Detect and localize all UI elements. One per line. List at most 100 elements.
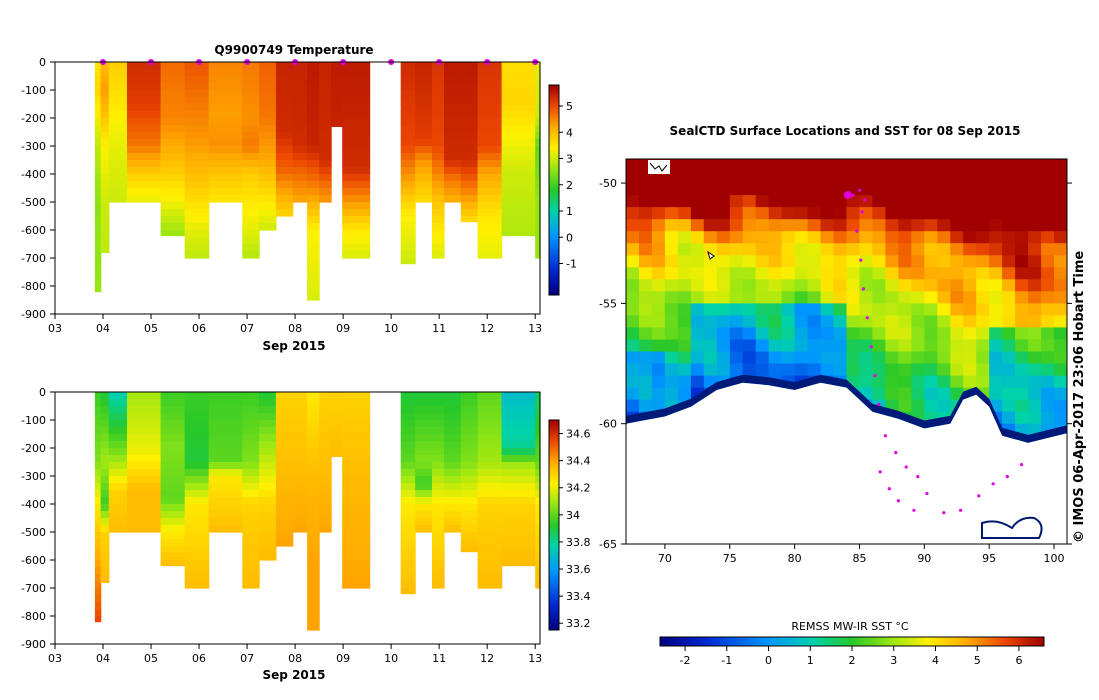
sst-cell [1002, 375, 1016, 389]
sst-cell [794, 327, 809, 340]
profile-cell [460, 90, 479, 98]
profile-cell [535, 167, 541, 175]
profile-cell [208, 76, 243, 84]
imos-credit: © IMOS 06-Apr-2017 23:06 Hobart Time [1072, 251, 1087, 543]
sst-cell [859, 303, 874, 316]
sst-cell [729, 279, 744, 292]
profile-cell [432, 504, 445, 512]
profile-cell [535, 511, 541, 519]
profile-cell [127, 525, 162, 533]
profile-cell [160, 490, 186, 498]
sst-cell [677, 363, 692, 377]
profile-cell [444, 469, 462, 477]
profile-cell [342, 90, 371, 98]
sst-cell [937, 171, 951, 184]
sst-cell [976, 351, 990, 365]
profile-cell [535, 518, 541, 526]
profile-cell [292, 160, 308, 168]
sst-cell [639, 183, 653, 196]
profile-cell [127, 167, 162, 175]
sst-cell [911, 303, 925, 316]
profile-cell [415, 111, 433, 119]
sst-cell [1028, 195, 1042, 208]
profile-cell [275, 504, 294, 512]
sst-cell [794, 267, 809, 280]
profile-cell [460, 104, 479, 112]
profile-cell [292, 511, 308, 519]
profile-cell [501, 153, 536, 161]
profile-cell [208, 111, 243, 119]
profile-cell [307, 258, 320, 266]
sst-cell [781, 315, 796, 328]
sst-cell [924, 327, 938, 340]
profile-cell [477, 209, 503, 217]
profile-cell [275, 483, 294, 491]
profile-cell [108, 392, 128, 400]
sst-cell [690, 351, 705, 365]
sst-cell [1002, 219, 1016, 232]
profile-cell [127, 160, 162, 168]
profile-cell [477, 223, 503, 231]
profile-cell [444, 518, 462, 526]
sst-cell [989, 351, 1003, 365]
profile-cell [331, 427, 343, 435]
profile-cell [319, 476, 332, 484]
profile-cell [184, 553, 210, 561]
profile-cell [331, 420, 343, 428]
map-axes: 70 75 80 85 90 95 100-50-55-60-65 [599, 177, 1072, 565]
profile-cell [108, 153, 128, 161]
profile-cell [100, 392, 110, 400]
sst-cell [937, 183, 951, 196]
profile-cell [342, 497, 371, 505]
profile-cell [259, 202, 277, 210]
profile-cell [501, 462, 536, 470]
profile-cell [108, 118, 128, 126]
profile-cell [342, 567, 371, 575]
profile-cell [242, 546, 260, 554]
sst-cell [820, 219, 835, 232]
profile-cell [319, 167, 332, 175]
profile-cell [477, 118, 503, 126]
track-point [860, 210, 864, 214]
sst-cell [989, 267, 1003, 280]
profile-cell [208, 441, 243, 449]
sst-cell [872, 267, 886, 280]
profile-cell [400, 567, 416, 575]
profile-cell [331, 76, 343, 84]
sst-cell [1028, 219, 1042, 232]
y-tick-label: 0 [39, 56, 46, 69]
profile-cell [432, 118, 445, 126]
profile-cell [460, 216, 479, 223]
sst-cell [794, 351, 809, 365]
profile-cell [160, 139, 186, 147]
profile-cell [432, 160, 445, 168]
sst-cell [755, 351, 770, 365]
island-ice [981, 516, 1043, 539]
profile-cell [460, 139, 479, 147]
profile-cell [501, 434, 536, 442]
profile-cell [127, 504, 162, 512]
sst-cell [976, 219, 990, 232]
profile-cell [259, 392, 277, 400]
y-tick-label: 0 [39, 386, 46, 399]
profile-cell [501, 146, 536, 154]
y-tick-label: -400 [21, 498, 46, 511]
sst-cell [963, 303, 977, 316]
sst-cell [976, 375, 990, 389]
y-tick-label: -500 [21, 196, 46, 209]
profile-cell [400, 69, 416, 77]
sst-cell [989, 171, 1003, 184]
sst-cell [1041, 159, 1055, 172]
sst-cell [664, 375, 679, 389]
sst-cell [820, 243, 835, 256]
profile-cell [535, 174, 541, 182]
profile-cell [208, 504, 243, 512]
profile-cell [342, 406, 371, 414]
profile-cell [444, 118, 462, 126]
sst-cell [820, 315, 835, 328]
profile-cell [275, 90, 294, 98]
kerguelen-coast [649, 162, 668, 172]
profile-cell [307, 76, 320, 84]
profile-cell [94, 518, 102, 526]
profile-cell [535, 427, 541, 435]
